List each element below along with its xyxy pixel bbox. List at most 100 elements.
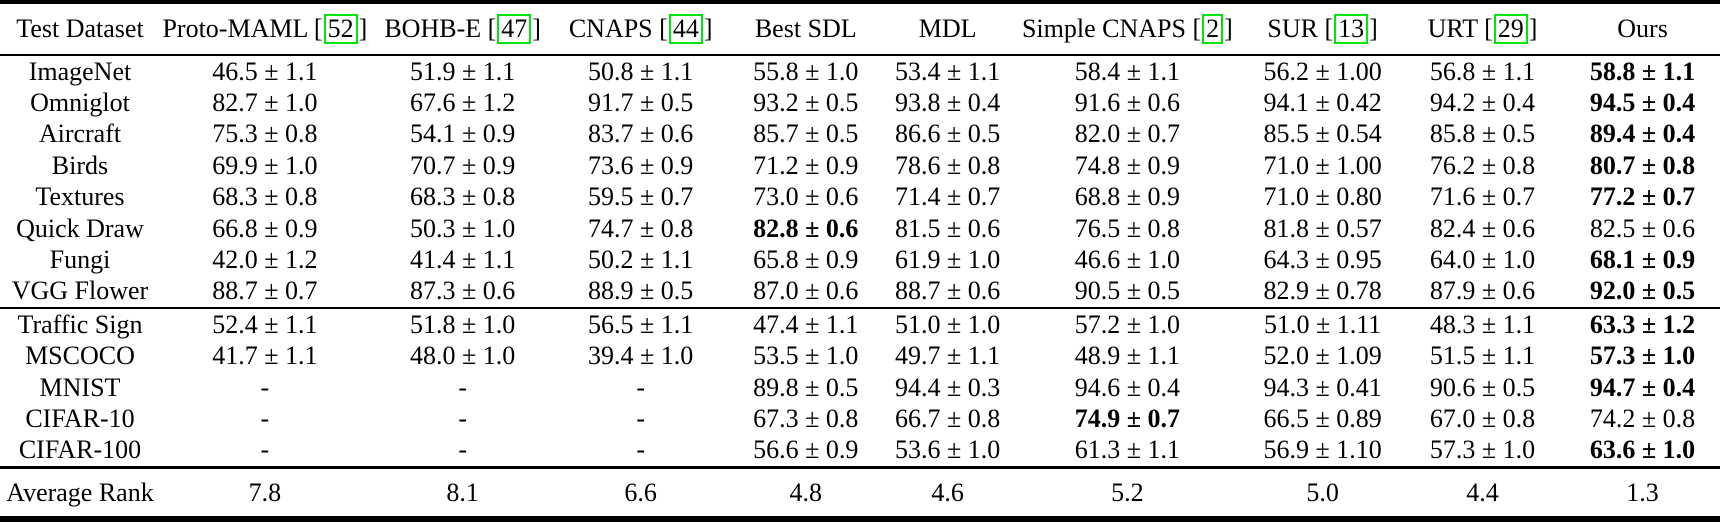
column-header-test-dataset: Test Dataset — [0, 2, 160, 55]
citation-link[interactable]: 52 — [323, 14, 358, 44]
column-header-label: Proto-MAML — [162, 14, 308, 43]
average-rank-label: Average Rank — [6, 477, 154, 507]
dataset-label: Textures — [35, 182, 125, 212]
citation-link[interactable]: 13 — [1334, 14, 1369, 44]
result-cell: 51.8 ± 1.0 — [410, 309, 516, 339]
result-cell: 51.0 ± 1.0 — [895, 309, 1001, 339]
result-cell: 61.9 ± 1.0 — [895, 244, 1001, 274]
average-rank-cell: 8.1 — [446, 477, 479, 507]
result-cell: 94.3 ± 0.41 — [1263, 372, 1382, 402]
result-cell: 50.2 ± 1.1 — [588, 244, 694, 274]
result-cell: 85.5 ± 0.54 — [1263, 119, 1382, 149]
result-cell: 76.5 ± 0.8 — [1074, 213, 1181, 243]
result-cell: 94.7 ± 0.4 — [1589, 372, 1696, 402]
column-header-simple-cnaps: Simple CNAPS [2] — [1021, 14, 1233, 44]
result-cell: 87.3 ± 0.6 — [410, 276, 516, 306]
result-cell: 82.8 ± 0.6 — [753, 213, 859, 243]
column-header-label: Best SDL — [754, 14, 857, 43]
result-cell: 94.6 ± 0.4 — [1074, 372, 1181, 402]
result-cell: 71.0 ± 1.00 — [1263, 150, 1382, 180]
result-cell: 41.7 ± 1.1 — [212, 341, 318, 371]
result-cell: 87.0 ± 0.6 — [753, 276, 859, 306]
result-cell: 94.1 ± 0.42 — [1263, 88, 1382, 118]
result-cell: 56.5 ± 1.1 — [588, 309, 694, 339]
column-header-label: MDL — [918, 14, 977, 43]
result-cell: 82.0 ± 0.7 — [1074, 119, 1181, 149]
result-cell: 54.1 ± 0.9 — [410, 119, 516, 149]
dataset-label: ImageNet — [28, 56, 132, 86]
header-row: Test Dataset Proto-MAML [52] BOHB-E [47] CN… — [0, 2, 1720, 55]
result-cell: 47.4 ± 1.1 — [753, 309, 859, 339]
citation-link[interactable]: 47 — [497, 14, 532, 44]
result-cell: 56.6 ± 0.9 — [753, 435, 859, 465]
table-row-mnist: MNIST - - - 89.8 ± 0.5 94.4 ± 0.3 94.6 ± 0.4 94… — [0, 372, 1720, 403]
result-cell: 90.5 ± 0.5 — [1074, 276, 1181, 306]
average-rank-cell: 5.2 — [1111, 477, 1144, 507]
result-cell: 80.7 ± 0.8 — [1589, 150, 1696, 180]
result-cell: 71.2 ± 0.9 — [753, 150, 859, 180]
column-header-label: BOHB-E — [384, 14, 482, 43]
column-header-bohb-e: BOHB-E [47] — [384, 14, 541, 44]
result-cell: 57.2 ± 1.0 — [1074, 309, 1181, 339]
average-rank-cell: 4.8 — [789, 477, 823, 507]
result-cell: 50.8 ± 1.1 — [588, 56, 694, 86]
column-header-label: SUR — [1267, 14, 1318, 43]
result-cell: 48.3 ± 1.1 — [1429, 309, 1536, 339]
result-cell: 93.8 ± 0.4 — [895, 88, 1001, 118]
result-cell: 56.2 ± 1.00 — [1263, 56, 1382, 86]
result-cell: - — [260, 403, 270, 433]
result-cell: 48.9 ± 1.1 — [1074, 341, 1181, 371]
result-cell: 82.9 ± 0.78 — [1263, 276, 1382, 306]
table-row-fungi: Fungi 42.0 ± 1.2 41.4 ± 1.1 50.2 ± 1.1 65.8 … — [0, 244, 1720, 275]
result-cell: 74.9 ± 0.7 — [1074, 403, 1181, 433]
table-section-additional: Traffic Sign 52.4 ± 1.1 51.8 ± 1.0 56.5 ± 1… — [0, 308, 1720, 468]
result-cell: - — [636, 435, 645, 465]
result-cell: 83.7 ± 0.6 — [588, 119, 694, 149]
dataset-label: Birds — [51, 150, 109, 180]
result-cell: 82.7 ± 1.0 — [212, 88, 318, 118]
result-cell: 71.4 ± 0.7 — [895, 182, 1001, 212]
result-cell: 58.4 ± 1.1 — [1074, 56, 1181, 86]
result-cell: 53.4 ± 1.1 — [895, 56, 1001, 86]
result-cell: 81.8 ± 0.57 — [1263, 213, 1382, 243]
result-cell: 58.8 ± 1.1 — [1589, 56, 1696, 86]
result-cell: 93.2 ± 0.5 — [753, 88, 859, 118]
table-row-vgg-flower: VGG Flower 88.7 ± 0.7 87.3 ± 0.6 88.9 ± 0.5… — [0, 276, 1720, 308]
result-cell: 68.3 ± 0.8 — [410, 182, 516, 212]
result-cell: - — [458, 403, 467, 433]
result-cell: 68.8 ± 0.9 — [1074, 182, 1181, 212]
column-header-best-sdl: Best SDL — [726, 2, 886, 55]
result-cell: 94.5 ± 0.4 — [1589, 88, 1696, 118]
citation-link[interactable]: 29 — [1493, 14, 1528, 44]
result-cell: 76.2 ± 0.8 — [1429, 150, 1536, 180]
result-cell: 42.0 ± 1.2 — [212, 244, 318, 274]
result-cell: 59.5 ± 0.7 — [588, 182, 694, 212]
table-row-cifar-10: CIFAR-10 - - - 67.3 ± 0.8 66.7 ± 0.8 74.9 ± 0.… — [0, 403, 1720, 434]
result-cell: 81.5 ± 0.6 — [895, 213, 1001, 243]
result-cell: 92.0 ± 0.5 — [1589, 276, 1696, 306]
average-rank-cell: 1.3 — [1626, 477, 1659, 507]
result-cell: 50.3 ± 1.0 — [410, 213, 516, 243]
result-cell: 70.7 ± 0.9 — [410, 150, 516, 180]
result-cell: 82.4 ± 0.6 — [1429, 213, 1536, 243]
table-row-quick-draw: Quick Draw 66.8 ± 0.9 50.3 ± 1.0 74.7 ± 0.8… — [0, 213, 1720, 244]
result-cell: 82.5 ± 0.6 — [1589, 213, 1696, 243]
result-cell: 66.7 ± 0.8 — [895, 403, 1001, 433]
citation-link[interactable]: 44 — [668, 14, 703, 44]
result-cell: 51.9 ± 1.1 — [410, 56, 516, 86]
result-cell: 66.5 ± 0.89 — [1263, 403, 1382, 433]
dataset-label: Fungi — [49, 244, 111, 274]
dataset-label: CIFAR-100 — [18, 435, 142, 465]
average-rank-cell: 4.4 — [1466, 477, 1499, 507]
citation-link[interactable]: 2 — [1202, 14, 1224, 44]
result-cell: 89.4 ± 0.4 — [1589, 119, 1696, 149]
dataset-label: Quick Draw — [16, 213, 144, 243]
column-header-proto-maml: Proto-MAML [52] — [162, 14, 368, 44]
average-rank-cell: 5.0 — [1306, 477, 1339, 507]
result-cell: 51.5 ± 1.1 — [1429, 341, 1536, 371]
table-row-birds: Birds 69.9 ± 1.0 70.7 ± 0.9 73.6 ± 0.9 71.2 … — [0, 150, 1720, 181]
result-cell: 56.9 ± 1.10 — [1263, 435, 1382, 465]
average-rank-row: Average Rank 7.8 8.1 6.6 4.8 4.6 5.2 5.0 4.4 1.3 — [0, 468, 1720, 520]
table-row-cifar-100: CIFAR-100 - - - 56.6 ± 0.9 53.6 ± 1.0 61.3 ± 1… — [0, 435, 1720, 468]
